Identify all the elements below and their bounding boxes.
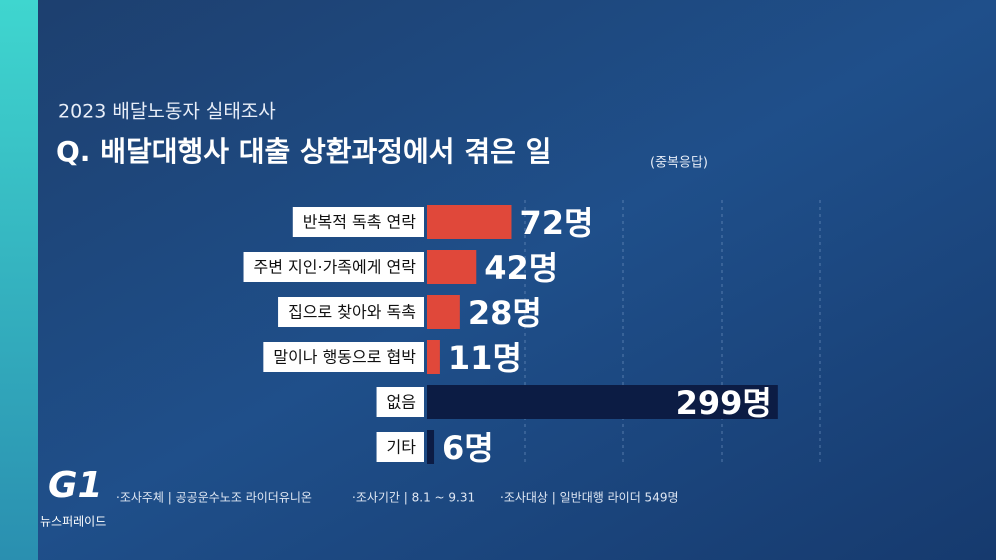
footnotes: ·조사주체 | 공공운수노조 라이더유니온 ·조사기간 | 8.1 ~ 9.31 ·… (116, 490, 679, 505)
category-label: 없음 (387, 393, 416, 412)
bar (427, 385, 778, 419)
category-label: 집으로 찾아와 독촉 (288, 303, 416, 322)
category-box (278, 297, 424, 327)
category-box (243, 252, 424, 282)
chart-title: Q. 배달대행사 대출 상환과정에서 겪은 일 (56, 135, 551, 168)
category-label: 반복적 독촉 연락 (303, 213, 416, 232)
bar (427, 250, 477, 284)
footnote: ·조사기간 | 8.1 ~ 9.31 (352, 491, 475, 505)
side-strip (0, 0, 38, 560)
logo-mark: G1 (48, 465, 103, 506)
bar (427, 205, 512, 239)
bar (427, 430, 435, 464)
category-box (292, 207, 424, 237)
logo-program: 뉴스퍼레이드 (40, 515, 106, 529)
category-box (376, 432, 424, 462)
category-label: 주변 지인·가족에게 연락 (254, 258, 417, 277)
footnote: ·조사주체 | 공공운수노조 라이더유니온 (116, 491, 312, 505)
category-box (376, 387, 424, 417)
value-label: 299명 (676, 384, 772, 422)
category-label: 기타 (387, 438, 417, 457)
bar (427, 295, 460, 329)
bar (427, 340, 440, 374)
subtitle: 2023 배달노동자 실태조사 (58, 101, 276, 123)
value-label: 28명 (468, 294, 542, 332)
value-label: 72명 (519, 204, 593, 242)
value-label: 42명 (484, 249, 558, 287)
footnote: ·조사대상 | 일반대행 라이더 549명 (500, 490, 679, 505)
category-label: 말이나 행동으로 협박 (273, 348, 416, 367)
grid (524, 200, 821, 465)
note: (중복응답) (650, 156, 708, 171)
value-label: 6명 (442, 429, 494, 467)
value-label: 11명 (448, 339, 522, 377)
category-box (263, 342, 424, 372)
